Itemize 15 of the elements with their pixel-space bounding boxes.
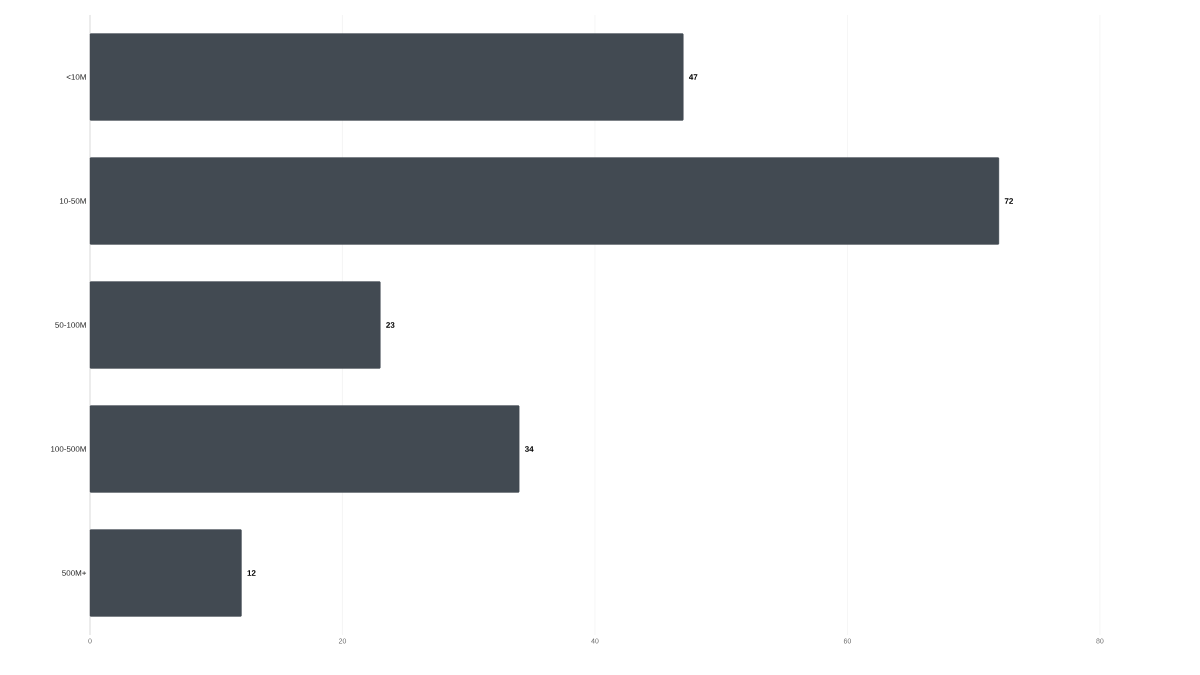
y-tick-label: 500M+ [62,570,87,576]
data-label: 47 [688,74,698,80]
y-tick-label: 10-50M [59,198,86,204]
bar [89,281,381,369]
data-label: 34 [524,446,534,452]
data-label: 72 [1004,198,1014,204]
data-label: 12 [247,570,256,576]
y-tick-label: 100-500M [51,446,86,452]
y-tick-label: <10M [66,74,86,80]
bar [89,529,242,617]
bar [89,157,1000,245]
y-tick-label: 50-100M [55,322,86,328]
bar [89,33,684,121]
data-label: 23 [386,322,395,328]
bar [89,405,520,493]
